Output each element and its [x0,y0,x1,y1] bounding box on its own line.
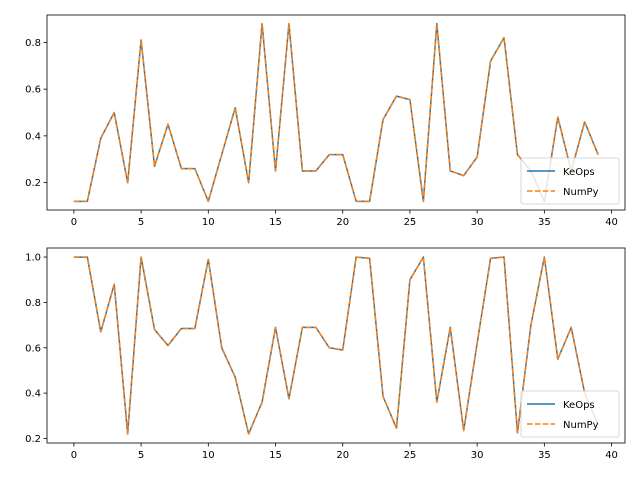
legend-label-keops: KeOps [563,400,595,411]
x-tick-label: 5 [138,450,144,461]
x-tick-label: 40 [605,217,618,228]
y-tick-label: 0.8 [25,38,41,49]
x-tick-label: 30 [471,217,484,228]
x-tick-label: 20 [336,217,349,228]
x-tick-label: 10 [202,450,215,461]
series-line-numpy [73,256,599,435]
x-tick-label: 15 [269,217,282,228]
x-tick-label: 10 [202,217,215,228]
bottom-subplot: 0 5 10 15 20 25 30 35 40 0.2 0.4 0.6 0.8 1.0 KeOps NumP… [25,247,626,461]
y-tick-label: 0.2 [25,434,41,445]
legend-label-numpy: NumPy [563,187,599,198]
x-tick-label: 0 [71,217,77,228]
legend-label-numpy: NumPy [563,420,599,431]
legend-label-keops: KeOps [563,167,595,178]
axes-frame [46,247,626,444]
series-line-numpy [73,22,599,203]
x-tick-label: 40 [605,450,618,461]
axes-frame [46,14,626,211]
legend: KeOps NumPy [520,390,620,438]
y-tick-label: 0.4 [25,131,41,142]
x-tick-label: 15 [269,450,282,461]
y-tick-label: 0.6 [25,343,41,354]
y-tick-label: 1.0 [25,253,41,264]
x-tick-label: 30 [471,450,484,461]
legend-box [520,390,620,438]
y-tick-label: 0.6 [25,85,41,96]
legend: KeOps NumPy [520,157,620,205]
x-tick-label: 20 [336,450,349,461]
x-tick-label: 35 [538,450,551,461]
top-subplot: 0 5 10 15 20 25 30 35 40 0.2 0.4 0.6 0.8 KeOps NumPy [25,14,626,228]
x-tick-label: 25 [404,217,417,228]
x-tick-label: 35 [538,217,551,228]
y-tick-label: 0.8 [25,298,41,309]
x-tick-label: 25 [404,450,417,461]
y-tick-label: 0.4 [25,389,41,400]
x-tick-label: 0 [71,450,77,461]
legend-box [520,157,620,205]
y-tick-label: 0.2 [25,178,41,189]
x-tick-label: 5 [138,217,144,228]
